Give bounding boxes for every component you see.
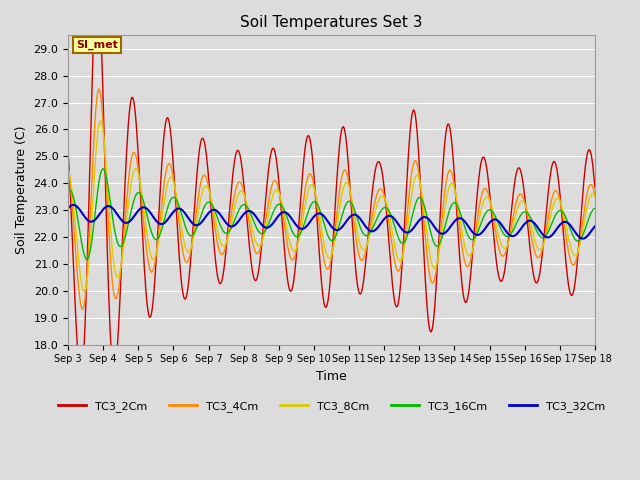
- TC3_32Cm: [427, 219, 435, 225]
- TC3_16Cm: [83, 256, 90, 262]
- TC3_16Cm: [99, 166, 107, 172]
- TC3_4Cm: [544, 215, 552, 221]
- TC3_32Cm: [543, 235, 551, 240]
- TC3_2Cm: [591, 184, 599, 190]
- Line: TC3_4Cm: TC3_4Cm: [68, 89, 595, 309]
- TC3_16Cm: [376, 210, 383, 216]
- TC3_4Cm: [95, 86, 102, 92]
- TC3_8Cm: [591, 194, 599, 200]
- Line: TC3_8Cm: TC3_8Cm: [68, 121, 595, 292]
- TC3_4Cm: [181, 258, 189, 264]
- TC3_32Cm: [579, 236, 586, 241]
- TC3_8Cm: [64, 167, 72, 172]
- TC3_4Cm: [591, 192, 599, 198]
- Line: TC3_32Cm: TC3_32Cm: [68, 205, 595, 239]
- TC3_16Cm: [428, 233, 436, 239]
- X-axis label: Time: Time: [316, 370, 347, 383]
- TC3_2Cm: [544, 191, 552, 197]
- TC3_32Cm: [180, 210, 188, 216]
- Legend: TC3_2Cm, TC3_4Cm, TC3_8Cm, TC3_16Cm, TC3_32Cm: TC3_2Cm, TC3_4Cm, TC3_8Cm, TC3_16Cm, TC3…: [53, 396, 610, 416]
- TC3_2Cm: [181, 296, 189, 302]
- TC3_8Cm: [81, 289, 88, 295]
- TC3_32Cm: [204, 212, 211, 217]
- TC3_32Cm: [324, 218, 332, 224]
- TC3_2Cm: [64, 148, 72, 154]
- TC3_32Cm: [69, 202, 77, 208]
- Title: Soil Temperatures Set 3: Soil Temperatures Set 3: [240, 15, 423, 30]
- TC3_32Cm: [591, 223, 599, 229]
- TC3_2Cm: [324, 293, 332, 299]
- TC3_8Cm: [544, 224, 552, 230]
- TC3_16Cm: [544, 229, 552, 235]
- Line: TC3_2Cm: TC3_2Cm: [68, 0, 595, 376]
- TC3_8Cm: [204, 185, 212, 191]
- TC3_16Cm: [324, 234, 332, 240]
- TC3_8Cm: [324, 255, 332, 261]
- TC3_8Cm: [376, 195, 383, 201]
- TC3_8Cm: [428, 261, 436, 267]
- TC3_4Cm: [79, 306, 86, 312]
- TC3_2Cm: [428, 328, 436, 334]
- TC3_8Cm: [97, 118, 104, 124]
- TC3_4Cm: [376, 186, 383, 192]
- Y-axis label: Soil Temperature (C): Soil Temperature (C): [15, 126, 28, 254]
- TC3_2Cm: [77, 373, 84, 379]
- Text: SI_met: SI_met: [76, 40, 118, 50]
- TC3_16Cm: [181, 223, 189, 229]
- TC3_16Cm: [591, 205, 599, 211]
- TC3_8Cm: [181, 243, 189, 249]
- TC3_4Cm: [204, 180, 212, 186]
- Line: TC3_16Cm: TC3_16Cm: [68, 169, 595, 259]
- TC3_32Cm: [64, 205, 72, 211]
- TC3_2Cm: [376, 160, 383, 166]
- TC3_16Cm: [204, 199, 212, 205]
- TC3_2Cm: [204, 167, 212, 172]
- TC3_4Cm: [64, 162, 72, 168]
- TC3_4Cm: [428, 279, 436, 285]
- TC3_4Cm: [324, 265, 332, 271]
- TC3_32Cm: [375, 223, 383, 229]
- TC3_16Cm: [64, 187, 72, 192]
